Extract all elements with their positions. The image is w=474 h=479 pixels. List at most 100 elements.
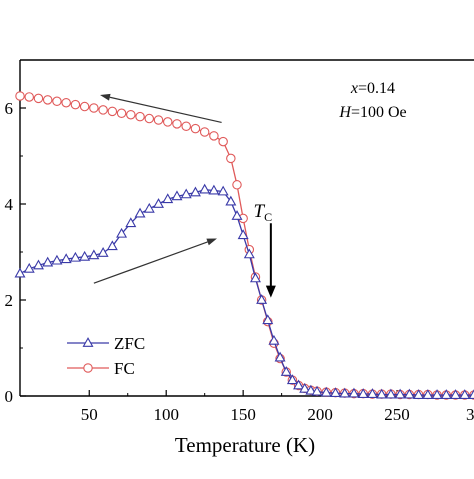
tc-arrow-head — [265, 285, 276, 298]
x-tick-label-edge: 3 — [466, 405, 474, 424]
data-point-fc — [226, 153, 236, 164]
data-point-fc — [33, 93, 44, 104]
data-point-zfc — [403, 388, 415, 399]
data-point-zfc — [268, 334, 280, 345]
data-point-zfc — [256, 294, 268, 304]
y-tick-label: 2 — [5, 291, 14, 310]
data-point-fc — [126, 109, 136, 120]
data-point-zfc — [357, 388, 369, 398]
warming-arrow-shaft — [93, 241, 208, 284]
data-point-fc — [42, 95, 53, 105]
data-point-zfc — [189, 186, 201, 197]
data-point-zfc — [394, 388, 406, 399]
data-point-zfc — [106, 240, 118, 251]
data-point-zfc — [376, 388, 388, 399]
data-point-fc — [153, 115, 164, 125]
legend-marker-zfc — [82, 337, 94, 347]
data-point-zfc — [217, 185, 229, 196]
y-tick-label: 4 — [5, 195, 14, 214]
cooling-arrow-shaft — [109, 96, 222, 123]
data-point-zfc — [237, 229, 249, 240]
annotation-field: H=100 Oe — [338, 104, 406, 121]
legend-label-fc: FC — [114, 359, 135, 378]
data-point-fc — [15, 91, 25, 101]
data-point-zfc — [299, 382, 311, 393]
data-point-zfc — [116, 227, 128, 238]
data-point-zfc — [274, 351, 286, 362]
data-point-zfc — [413, 389, 425, 399]
data-point-zfc — [305, 384, 317, 395]
data-point-zfc — [42, 256, 54, 267]
y-tick-label: 0 — [5, 387, 14, 406]
data-point-fc — [116, 108, 127, 119]
data-point-zfc — [134, 207, 146, 218]
data-point-zfc — [23, 262, 35, 273]
data-point-zfc — [180, 188, 192, 199]
data-point-zfc — [293, 379, 305, 390]
data-point-zfc — [199, 183, 211, 194]
data-point-zfc — [79, 250, 91, 261]
data-point-fc — [24, 92, 34, 102]
data-point-zfc — [231, 210, 243, 220]
data-point-zfc — [468, 389, 474, 399]
data-point-zfc — [422, 389, 434, 399]
x-tick-label: 100 — [153, 405, 179, 424]
data-point-fc — [199, 127, 210, 137]
data-point-zfc — [171, 190, 183, 201]
data-point-zfc — [286, 374, 298, 385]
data-point-fc — [61, 97, 71, 108]
data-point-fc — [98, 105, 108, 115]
data-point-zfc — [143, 202, 155, 213]
data-point-zfc — [450, 389, 462, 399]
legend-marker-fc — [83, 363, 93, 373]
data-point-fc — [181, 121, 191, 131]
data-point-fc — [144, 113, 155, 124]
x-tick-label: 250 — [384, 405, 410, 424]
x-axis-title: Temperature (K) — [175, 433, 315, 457]
data-point-fc — [79, 101, 90, 112]
data-point-zfc — [51, 254, 63, 265]
data-point-zfc — [431, 389, 443, 399]
cooling-arrow-head — [100, 93, 111, 101]
data-point-zfc — [225, 195, 237, 206]
data-point-zfc — [208, 184, 220, 195]
data-point-zfc — [366, 388, 378, 398]
x-tick-label: 200 — [307, 405, 333, 424]
warming-arrow-head — [206, 238, 217, 246]
data-point-zfc — [329, 387, 341, 398]
data-point-zfc — [88, 249, 100, 260]
tc-label: TC — [254, 201, 273, 224]
data-point-zfc — [280, 366, 292, 376]
data-point-fc — [190, 123, 201, 134]
data-point-zfc — [162, 193, 174, 204]
data-point-zfc — [311, 385, 323, 396]
x-tick-label: 50 — [81, 405, 98, 424]
x-tick-label: 150 — [230, 405, 256, 424]
y-tick-label: 6 — [5, 99, 14, 118]
data-point-zfc — [153, 198, 165, 208]
data-point-zfc — [60, 253, 72, 264]
data-point-fc — [162, 117, 173, 127]
data-point-fc — [135, 111, 145, 122]
data-point-zfc — [320, 386, 332, 397]
data-point-fc — [70, 99, 81, 110]
data-point-fc — [232, 180, 242, 190]
data-point-zfc — [339, 387, 351, 398]
annotation-composition: x=0.14 — [350, 80, 395, 97]
data-point-zfc — [459, 389, 471, 399]
data-point-zfc — [385, 388, 397, 399]
data-point-zfc — [249, 272, 261, 283]
data-point-zfc — [262, 314, 274, 325]
data-point-fc — [218, 136, 228, 147]
data-point-fc — [209, 131, 219, 141]
data-point-zfc — [125, 217, 137, 228]
data-point-zfc — [348, 387, 360, 398]
data-point-zfc — [97, 247, 109, 257]
data-point-fc — [107, 106, 118, 117]
data-point-fc — [172, 119, 182, 129]
data-point-zfc — [32, 259, 44, 270]
data-point-zfc — [440, 389, 452, 399]
data-point-fc — [52, 96, 62, 107]
